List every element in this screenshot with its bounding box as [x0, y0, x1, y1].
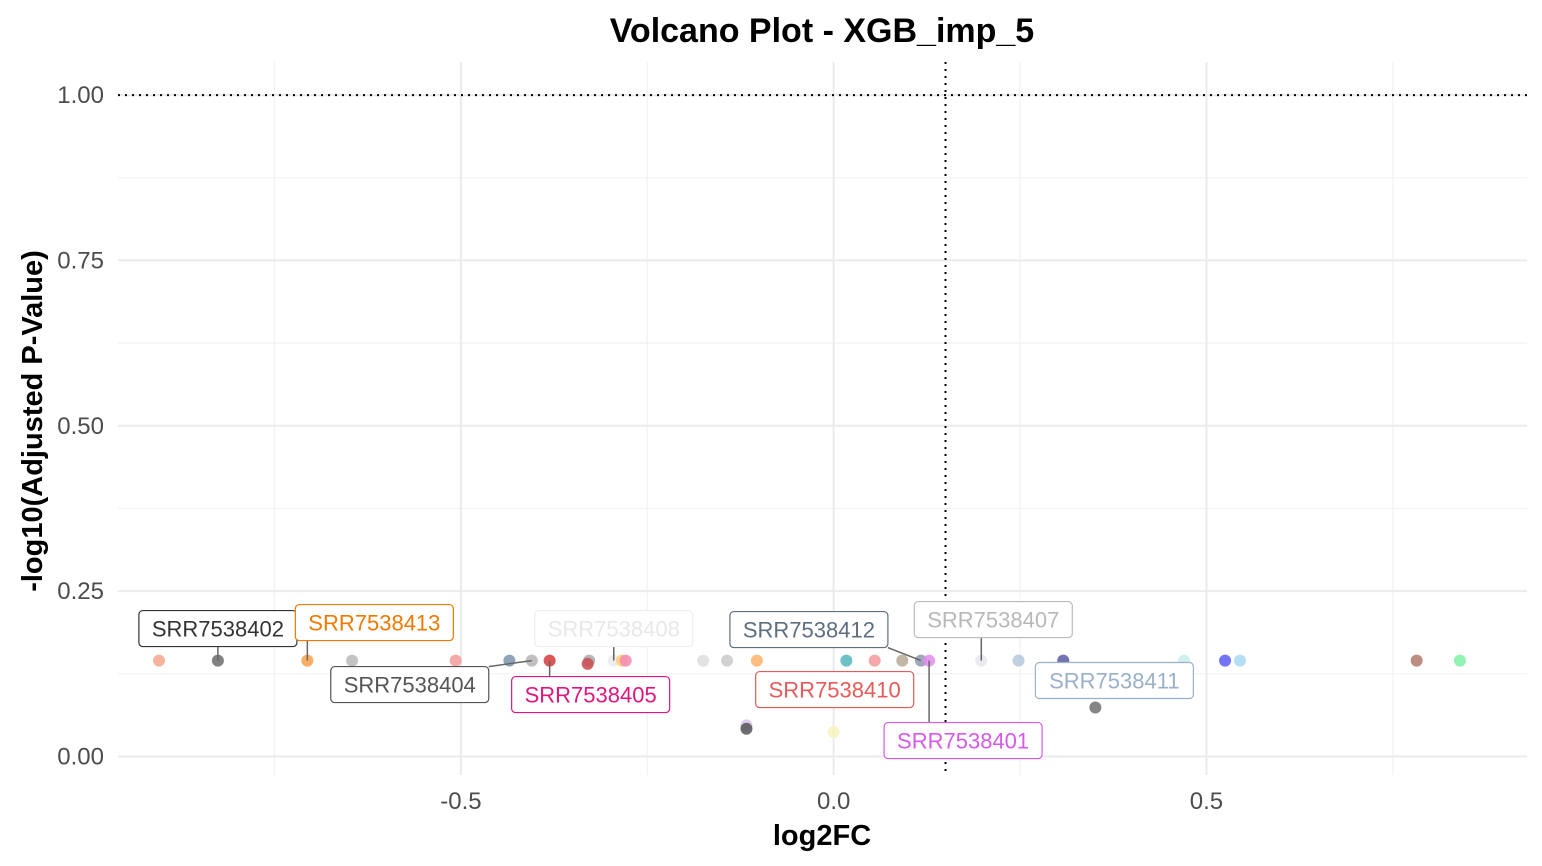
- point-label: SRR7538407: [913, 600, 1073, 661]
- label-text: SRR7538405: [525, 683, 657, 708]
- label-text: SRR7538404: [344, 673, 476, 698]
- label-box: [294, 603, 454, 642]
- data-point: [1012, 654, 1025, 667]
- data-point: [868, 654, 881, 667]
- chart-title: Volcano Plot - XGB_imp_5: [610, 12, 1034, 50]
- data-point: [827, 726, 840, 739]
- label-box: [534, 609, 694, 648]
- y-tick-label: 0.50: [57, 413, 104, 440]
- x-tick-label: -0.5: [440, 788, 481, 815]
- data-point: [619, 654, 632, 667]
- data-point: [1453, 654, 1466, 667]
- data-point: [896, 654, 909, 667]
- label-connector: [887, 646, 922, 662]
- label-text: SRR7538413: [308, 611, 440, 636]
- point-label: SRR7538410: [755, 670, 915, 709]
- y-tick-label: 0.75: [57, 247, 104, 274]
- point-label: SRR7538408: [534, 609, 694, 661]
- data-point: [1410, 654, 1423, 667]
- data-point: [1219, 654, 1232, 667]
- point-label: SRR7538401: [883, 660, 1043, 760]
- data-points: [153, 654, 1466, 739]
- y-tick-label: 1.00: [57, 82, 104, 109]
- point-label: SRR7538405: [511, 660, 671, 714]
- reference-lines: [118, 62, 1527, 775]
- label-text: SRR7538408: [548, 617, 680, 642]
- point-labels: SRR7538402 SRR7538413 SRR7538404 SRR7538408…: [138, 600, 1194, 760]
- point-label: SRR7538411: [1034, 661, 1194, 700]
- label-box: [883, 721, 1043, 760]
- x-tick-label: 0.5: [1190, 788, 1223, 815]
- label-box: [1034, 661, 1194, 700]
- point-label: SRR7538413: [294, 603, 454, 661]
- grid-lines: [118, 62, 1527, 775]
- data-point: [1233, 654, 1246, 667]
- label-text: SRR7538411: [1049, 669, 1179, 694]
- data-point: [750, 654, 763, 667]
- data-point: [346, 654, 359, 667]
- label-connector: [488, 659, 532, 668]
- label-text: SRR7538402: [152, 617, 284, 642]
- label-box: [729, 610, 889, 649]
- data-point: [740, 722, 753, 735]
- label-box: [511, 675, 671, 714]
- label-box: [913, 600, 1073, 639]
- label-text: SRR7538407: [927, 608, 1059, 633]
- data-point: [153, 654, 166, 667]
- y-tick-label: 0.25: [57, 578, 104, 605]
- data-point: [581, 657, 594, 670]
- label-text: SRR7538410: [769, 678, 901, 703]
- point-label: SRR7538412: [729, 610, 922, 662]
- label-text: SRR7538401: [897, 729, 1029, 754]
- axis-ticks: -0.5 0.0 0.5 0.00 0.25 0.50 0.75 1.00: [57, 82, 1223, 815]
- x-tick-label: 0.0: [817, 788, 850, 815]
- y-axis-title: -log10(Adjusted P-Value): [17, 250, 49, 592]
- point-label: SRR7538404: [330, 659, 532, 704]
- y-tick-label: 0.00: [57, 743, 104, 770]
- data-point: [721, 654, 734, 667]
- point-label: SRR7538402: [138, 609, 298, 661]
- label-box: [330, 665, 490, 704]
- data-point: [840, 654, 853, 667]
- x-axis-title: log2FC: [773, 820, 871, 852]
- data-point: [1089, 701, 1102, 714]
- data-point: [449, 654, 462, 667]
- label-box: [755, 670, 915, 709]
- label-text: SRR7538412: [743, 618, 875, 643]
- data-point: [697, 654, 710, 667]
